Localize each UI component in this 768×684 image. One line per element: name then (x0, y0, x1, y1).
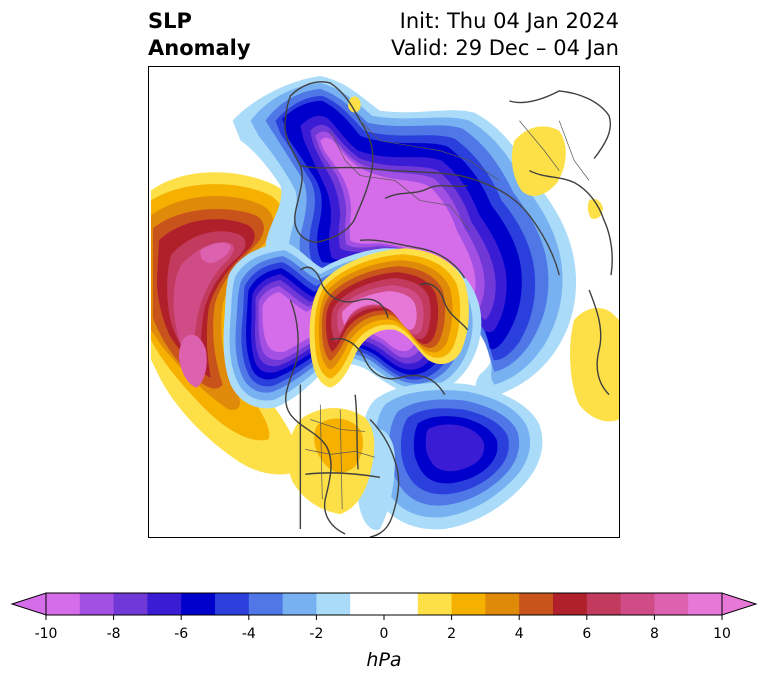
positive-anomaly-tiny (348, 96, 361, 113)
colorbar-segment (654, 593, 689, 615)
title-valid: Valid: 29 Dec – 04 Jan (390, 36, 619, 60)
positive-anomaly-europe (511, 126, 566, 197)
colorbar-extend-low (10, 592, 47, 616)
colorbar-segment (384, 593, 419, 615)
positive-anomaly-arctic (309, 248, 469, 388)
colorbar-extend-high (721, 592, 758, 616)
positive-anomaly-small (587, 198, 604, 219)
colorbar-segment (113, 593, 148, 615)
negative-anomaly-atlantic (362, 382, 543, 530)
colorbar-segment (46, 593, 81, 615)
colorbar-segment (451, 593, 486, 615)
map-title-left: SLP Anomaly (148, 8, 251, 62)
colorbar-segment (620, 593, 655, 615)
colorbar-segment (586, 593, 622, 615)
colorbar: -10 -8 -6 -4 -2 0 2 4 6 8 10 hPa (10, 592, 758, 671)
colorbar-segment (417, 593, 453, 615)
coastlines (284, 81, 613, 537)
colorbar-segment (215, 593, 250, 615)
colorbar-tick-label: -4 (242, 626, 256, 642)
map-panel (148, 66, 620, 538)
map-title-right: Init: Thu 04 Jan 2024 Valid: 29 Dec – 04… (391, 8, 619, 62)
borders (305, 120, 590, 510)
colorbar-segment (79, 593, 115, 615)
colorbar-tick-label: 8 (650, 626, 659, 642)
colorbar-tick-label: 10 (713, 626, 731, 642)
colorbar-tick-label: -8 (107, 626, 121, 642)
colorbar-segment (181, 593, 216, 615)
colorbar-tick-label: 6 (582, 626, 591, 642)
colorbar-ticks: -10 -8 -6 -4 -2 0 2 4 6 8 10 (35, 615, 731, 642)
colorbar-tick-label: -10 (35, 626, 58, 642)
title-anomaly: Anomaly (148, 36, 251, 60)
colorbar-tick-label: -6 (174, 626, 188, 642)
title-init: Init: Thu 04 Jan 2024 (399, 9, 619, 33)
colorbar-segment (688, 593, 723, 615)
anomaly-map (150, 75, 619, 537)
positive-anomaly-eurasia-south (570, 308, 619, 422)
colorbar-unit-label: hPa (366, 649, 401, 671)
colorbar-segment (553, 593, 588, 615)
colorbar-tick-label: 2 (447, 626, 456, 642)
colorbar-segment (316, 593, 351, 615)
title-slp: SLP (148, 9, 192, 33)
negative-anomaly-eurasia (232, 75, 577, 397)
colorbar-tick-label: 4 (515, 626, 524, 642)
colorbar-segment (485, 593, 520, 615)
colorbar-segment (350, 593, 385, 615)
colorbar-segment (147, 593, 182, 615)
colorbar-segment (282, 593, 317, 615)
colorbar-tick-label: -2 (309, 626, 323, 642)
colorbar-segment (519, 593, 554, 615)
colorbar-segment (248, 593, 284, 615)
colorbar-tick-label: 0 (380, 626, 389, 642)
colorbar-segments (10, 592, 758, 616)
